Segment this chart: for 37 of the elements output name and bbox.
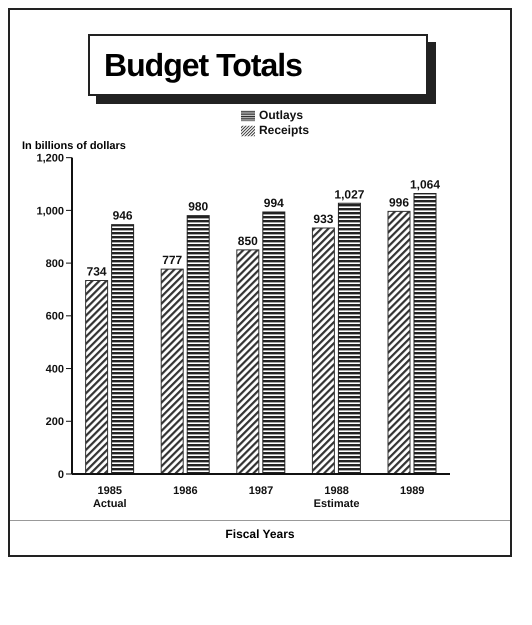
- bar: [111, 224, 134, 474]
- y-axis-title: In billions of dollars: [22, 140, 126, 152]
- chart-title: Budget Totals: [88, 34, 428, 96]
- data-label: 1,027: [334, 187, 365, 202]
- legend-label: Outlays: [258, 108, 303, 122]
- y-tick-label: 0: [58, 468, 64, 481]
- x-axis-title: Fiscal Years: [10, 520, 510, 555]
- bar: [262, 211, 286, 474]
- data-label: 777: [162, 253, 183, 268]
- data-label: 1,064: [410, 178, 440, 192]
- data-label: 996: [388, 195, 410, 210]
- x-tick-label: 1985 Actual: [92, 485, 127, 510]
- bar: [85, 280, 108, 474]
- legend-label: Receipts: [258, 122, 310, 137]
- data-label: 933: [313, 212, 334, 226]
- data-label: 850: [238, 234, 258, 248]
- y-tick-label: 200: [46, 416, 64, 428]
- bar: [312, 228, 335, 474]
- x-tick-label: 1988 Estimate: [314, 485, 360, 510]
- data-label: 980: [188, 200, 209, 214]
- x-tick-label: 1989: [400, 485, 424, 497]
- bar: [236, 249, 260, 474]
- data-label: 946: [112, 208, 133, 223]
- y-tick-label: 800: [46, 258, 64, 270]
- bar: [186, 215, 210, 474]
- y-tick-label: 600: [46, 310, 64, 323]
- data-label: 994: [264, 196, 284, 210]
- x-tick-label: 1987: [248, 485, 274, 497]
- bar: [388, 210, 411, 474]
- data-label: 734: [86, 264, 107, 279]
- y-tick-label: 1,000: [36, 205, 64, 218]
- y-tick-label: 400: [46, 363, 64, 376]
- bar: [338, 202, 361, 474]
- bar: [414, 193, 437, 474]
- x-tick-label: 1986: [173, 485, 198, 497]
- bar: [160, 268, 184, 474]
- y-tick-label: 1,200: [36, 152, 64, 165]
